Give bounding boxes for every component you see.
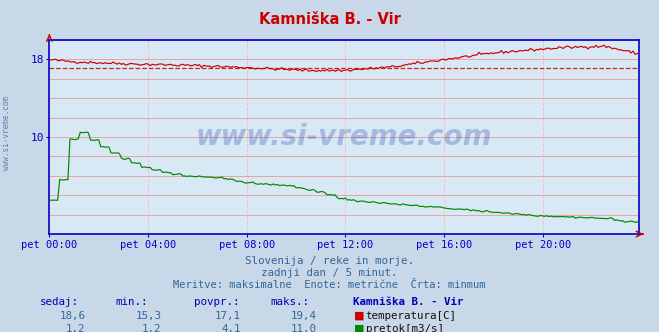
Text: povpr.:: povpr.: xyxy=(194,297,240,307)
Text: 18,6: 18,6 xyxy=(60,311,86,321)
Text: www.si-vreme.com: www.si-vreme.com xyxy=(2,96,11,170)
Text: zadnji dan / 5 minut.: zadnji dan / 5 minut. xyxy=(261,268,398,278)
Text: sedaj:: sedaj: xyxy=(40,297,78,307)
Text: www.si-vreme.com: www.si-vreme.com xyxy=(196,123,492,151)
Text: 11,0: 11,0 xyxy=(291,324,316,332)
Text: Kamniška B. - Vir: Kamniška B. - Vir xyxy=(258,12,401,27)
Text: Meritve: maksimalne  Enote: metrične  Črta: minmum: Meritve: maksimalne Enote: metrične Črta… xyxy=(173,280,486,290)
Text: 15,3: 15,3 xyxy=(136,311,161,321)
Text: ■: ■ xyxy=(354,324,364,332)
Text: temperatura[C]: temperatura[C] xyxy=(366,311,457,321)
Text: 1,2: 1,2 xyxy=(142,324,161,332)
Text: 1,2: 1,2 xyxy=(66,324,86,332)
Text: maks.:: maks.: xyxy=(270,297,309,307)
Text: pretok[m3/s]: pretok[m3/s] xyxy=(366,324,444,332)
Text: 19,4: 19,4 xyxy=(291,311,316,321)
Text: Kamniška B. - Vir: Kamniška B. - Vir xyxy=(353,297,463,307)
Text: Slovenija / reke in morje.: Slovenija / reke in morje. xyxy=(245,256,414,266)
Text: ■: ■ xyxy=(354,311,364,321)
Text: 17,1: 17,1 xyxy=(215,311,241,321)
Text: min.:: min.: xyxy=(115,297,148,307)
Text: 4,1: 4,1 xyxy=(221,324,241,332)
